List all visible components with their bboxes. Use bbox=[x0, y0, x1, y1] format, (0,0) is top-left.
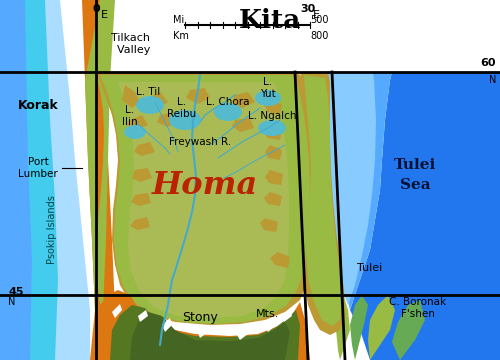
Polygon shape bbox=[85, 0, 115, 310]
Polygon shape bbox=[131, 193, 151, 206]
Polygon shape bbox=[138, 310, 148, 322]
Text: Tilkach
  Valley: Tilkach Valley bbox=[110, 33, 150, 55]
Text: 60: 60 bbox=[480, 58, 496, 68]
Text: Tulei: Tulei bbox=[358, 263, 382, 273]
Polygon shape bbox=[338, 0, 430, 310]
Polygon shape bbox=[265, 320, 275, 332]
Polygon shape bbox=[157, 112, 180, 127]
Text: Sea: Sea bbox=[400, 178, 430, 192]
Polygon shape bbox=[264, 100, 282, 115]
Text: Freywash R.: Freywash R. bbox=[169, 137, 231, 147]
Text: Port
Lumber: Port Lumber bbox=[18, 157, 58, 179]
Text: 500: 500 bbox=[310, 15, 328, 25]
Ellipse shape bbox=[169, 110, 201, 130]
Polygon shape bbox=[336, 290, 350, 360]
Polygon shape bbox=[264, 125, 282, 140]
Text: Psokip Islands: Psokip Islands bbox=[47, 195, 57, 265]
Polygon shape bbox=[126, 115, 148, 130]
Text: N: N bbox=[8, 297, 16, 307]
Polygon shape bbox=[350, 0, 500, 360]
Polygon shape bbox=[265, 170, 283, 185]
Text: L.
Ilin: L. Ilin bbox=[122, 105, 138, 127]
Polygon shape bbox=[260, 218, 278, 232]
Polygon shape bbox=[282, 310, 292, 322]
Text: L.
Reibu: L. Reibu bbox=[168, 97, 196, 119]
Polygon shape bbox=[130, 217, 150, 230]
Polygon shape bbox=[392, 300, 425, 360]
Polygon shape bbox=[96, 72, 104, 320]
Polygon shape bbox=[350, 295, 368, 360]
Polygon shape bbox=[144, 92, 168, 110]
Ellipse shape bbox=[255, 90, 281, 106]
Ellipse shape bbox=[124, 125, 146, 139]
Polygon shape bbox=[368, 295, 395, 360]
Ellipse shape bbox=[258, 120, 286, 136]
Polygon shape bbox=[130, 312, 290, 360]
Text: Homa: Homa bbox=[152, 170, 258, 201]
Polygon shape bbox=[300, 72, 345, 335]
Text: E: E bbox=[100, 10, 107, 20]
Text: N: N bbox=[488, 75, 496, 85]
Ellipse shape bbox=[214, 103, 242, 121]
Text: L. Til: L. Til bbox=[136, 87, 160, 97]
Polygon shape bbox=[308, 0, 376, 305]
Text: 0: 0 bbox=[92, 4, 100, 14]
Polygon shape bbox=[270, 252, 290, 268]
Polygon shape bbox=[198, 326, 208, 338]
Polygon shape bbox=[96, 290, 310, 360]
Polygon shape bbox=[0, 0, 90, 360]
Polygon shape bbox=[232, 118, 254, 132]
Polygon shape bbox=[0, 0, 58, 360]
Ellipse shape bbox=[136, 96, 164, 114]
Polygon shape bbox=[265, 145, 282, 160]
Polygon shape bbox=[134, 142, 155, 156]
Text: C. Boronak
F'shen: C. Boronak F'shen bbox=[390, 297, 446, 319]
Polygon shape bbox=[112, 304, 122, 318]
Polygon shape bbox=[162, 318, 172, 332]
Polygon shape bbox=[95, 0, 500, 72]
Polygon shape bbox=[96, 72, 315, 325]
Polygon shape bbox=[264, 192, 282, 206]
Text: 45: 45 bbox=[8, 287, 24, 297]
Polygon shape bbox=[118, 82, 289, 318]
Text: Tulei: Tulei bbox=[394, 158, 436, 172]
Text: Korak: Korak bbox=[18, 99, 59, 112]
Polygon shape bbox=[186, 88, 210, 104]
Polygon shape bbox=[100, 75, 310, 324]
Polygon shape bbox=[110, 305, 300, 360]
Text: Kita: Kita bbox=[239, 8, 301, 33]
Text: 800: 800 bbox=[310, 31, 328, 41]
Text: L. Chora: L. Chora bbox=[206, 97, 250, 107]
Text: L. Ngalch: L. Ngalch bbox=[248, 111, 296, 121]
Text: 30: 30 bbox=[300, 4, 316, 14]
Polygon shape bbox=[237, 328, 248, 340]
Polygon shape bbox=[132, 168, 152, 182]
Polygon shape bbox=[122, 85, 140, 108]
Polygon shape bbox=[304, 75, 342, 326]
Text: E: E bbox=[312, 10, 320, 20]
Polygon shape bbox=[0, 0, 32, 360]
Text: Stony: Stony bbox=[182, 311, 218, 324]
Text: L.
Yut: L. Yut bbox=[260, 77, 276, 99]
Text: Km: Km bbox=[173, 31, 189, 41]
Polygon shape bbox=[232, 92, 255, 108]
Text: Mts.: Mts. bbox=[256, 309, 280, 319]
Text: Mi: Mi bbox=[173, 15, 184, 25]
Polygon shape bbox=[82, 0, 115, 360]
